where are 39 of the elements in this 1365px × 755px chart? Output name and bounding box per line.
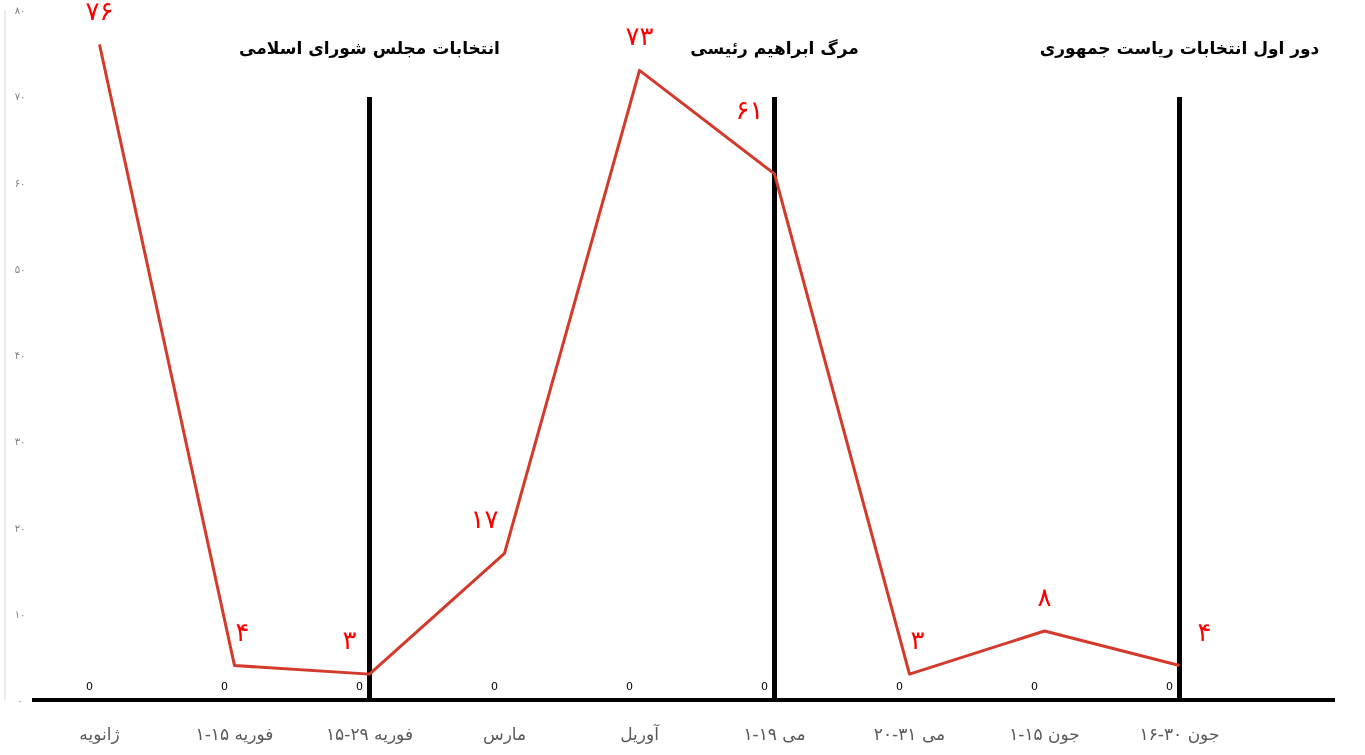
data-label: ۱۷ <box>470 504 499 535</box>
data-label: ۳ <box>910 625 925 656</box>
annotation: 0 <box>761 680 768 693</box>
y-tick-label: ۶۰ <box>14 177 26 189</box>
y-tick-label: ۱۰ <box>14 608 26 620</box>
annotation: 0 <box>86 680 93 693</box>
y-tick-label: ۴۰ <box>14 350 26 361</box>
x-tick-label: جون ۳۰-۱۶ <box>1139 724 1220 744</box>
data-label: ۴ <box>1197 616 1212 647</box>
ref-line-label: دور اول انتخابات ریاست جمهوری <box>1039 38 1320 59</box>
annotation: 0 <box>626 680 633 693</box>
data-label: ۴ <box>235 616 250 647</box>
y-tick-label: ۷۰ <box>14 91 26 103</box>
ref-line-label: مرگ ابراهیم رئیسی <box>690 38 859 59</box>
annotation: 0 <box>1031 680 1038 693</box>
y-tick-label: ۰ <box>17 695 23 706</box>
x-tick-label: ژانویه <box>79 724 120 744</box>
data-label: ۷۳ <box>625 21 654 52</box>
x-tick-label: می ۱۹-۱ <box>743 724 806 744</box>
x-tick-label: فوریه ۱۵-۱ <box>195 724 274 744</box>
y-tick-label: ۵۰ <box>14 263 26 275</box>
data-label: ۳ <box>342 625 357 656</box>
annotation: 0 <box>221 680 228 693</box>
data-label: ۶۱ <box>735 94 764 125</box>
annotation: 0 <box>896 680 903 693</box>
data-label: ۷۶ <box>85 0 114 26</box>
x-tick-label: آوریل <box>620 723 661 744</box>
annotation: 0 <box>356 680 363 693</box>
y-tick-label: ۸۰ <box>14 5 26 16</box>
x-tick-label: مارس <box>482 724 527 744</box>
annotation: 0 <box>1166 680 1173 693</box>
data-label: ۸ <box>1037 582 1052 612</box>
annotation: 0 <box>491 680 498 693</box>
x-tick-label: فوریه ۲۹-۱۵ <box>325 724 414 744</box>
y-tick-label: ۳۰ <box>14 436 26 448</box>
x-tick-label: می ۳۱-۲۰ <box>873 724 946 744</box>
y-tick-label: ۲۰ <box>14 522 26 534</box>
x-tick-label: جون ۱۵-۱ <box>1009 724 1080 744</box>
ref-line-label: انتخابات مجلس شورای اسلامی <box>239 38 500 59</box>
